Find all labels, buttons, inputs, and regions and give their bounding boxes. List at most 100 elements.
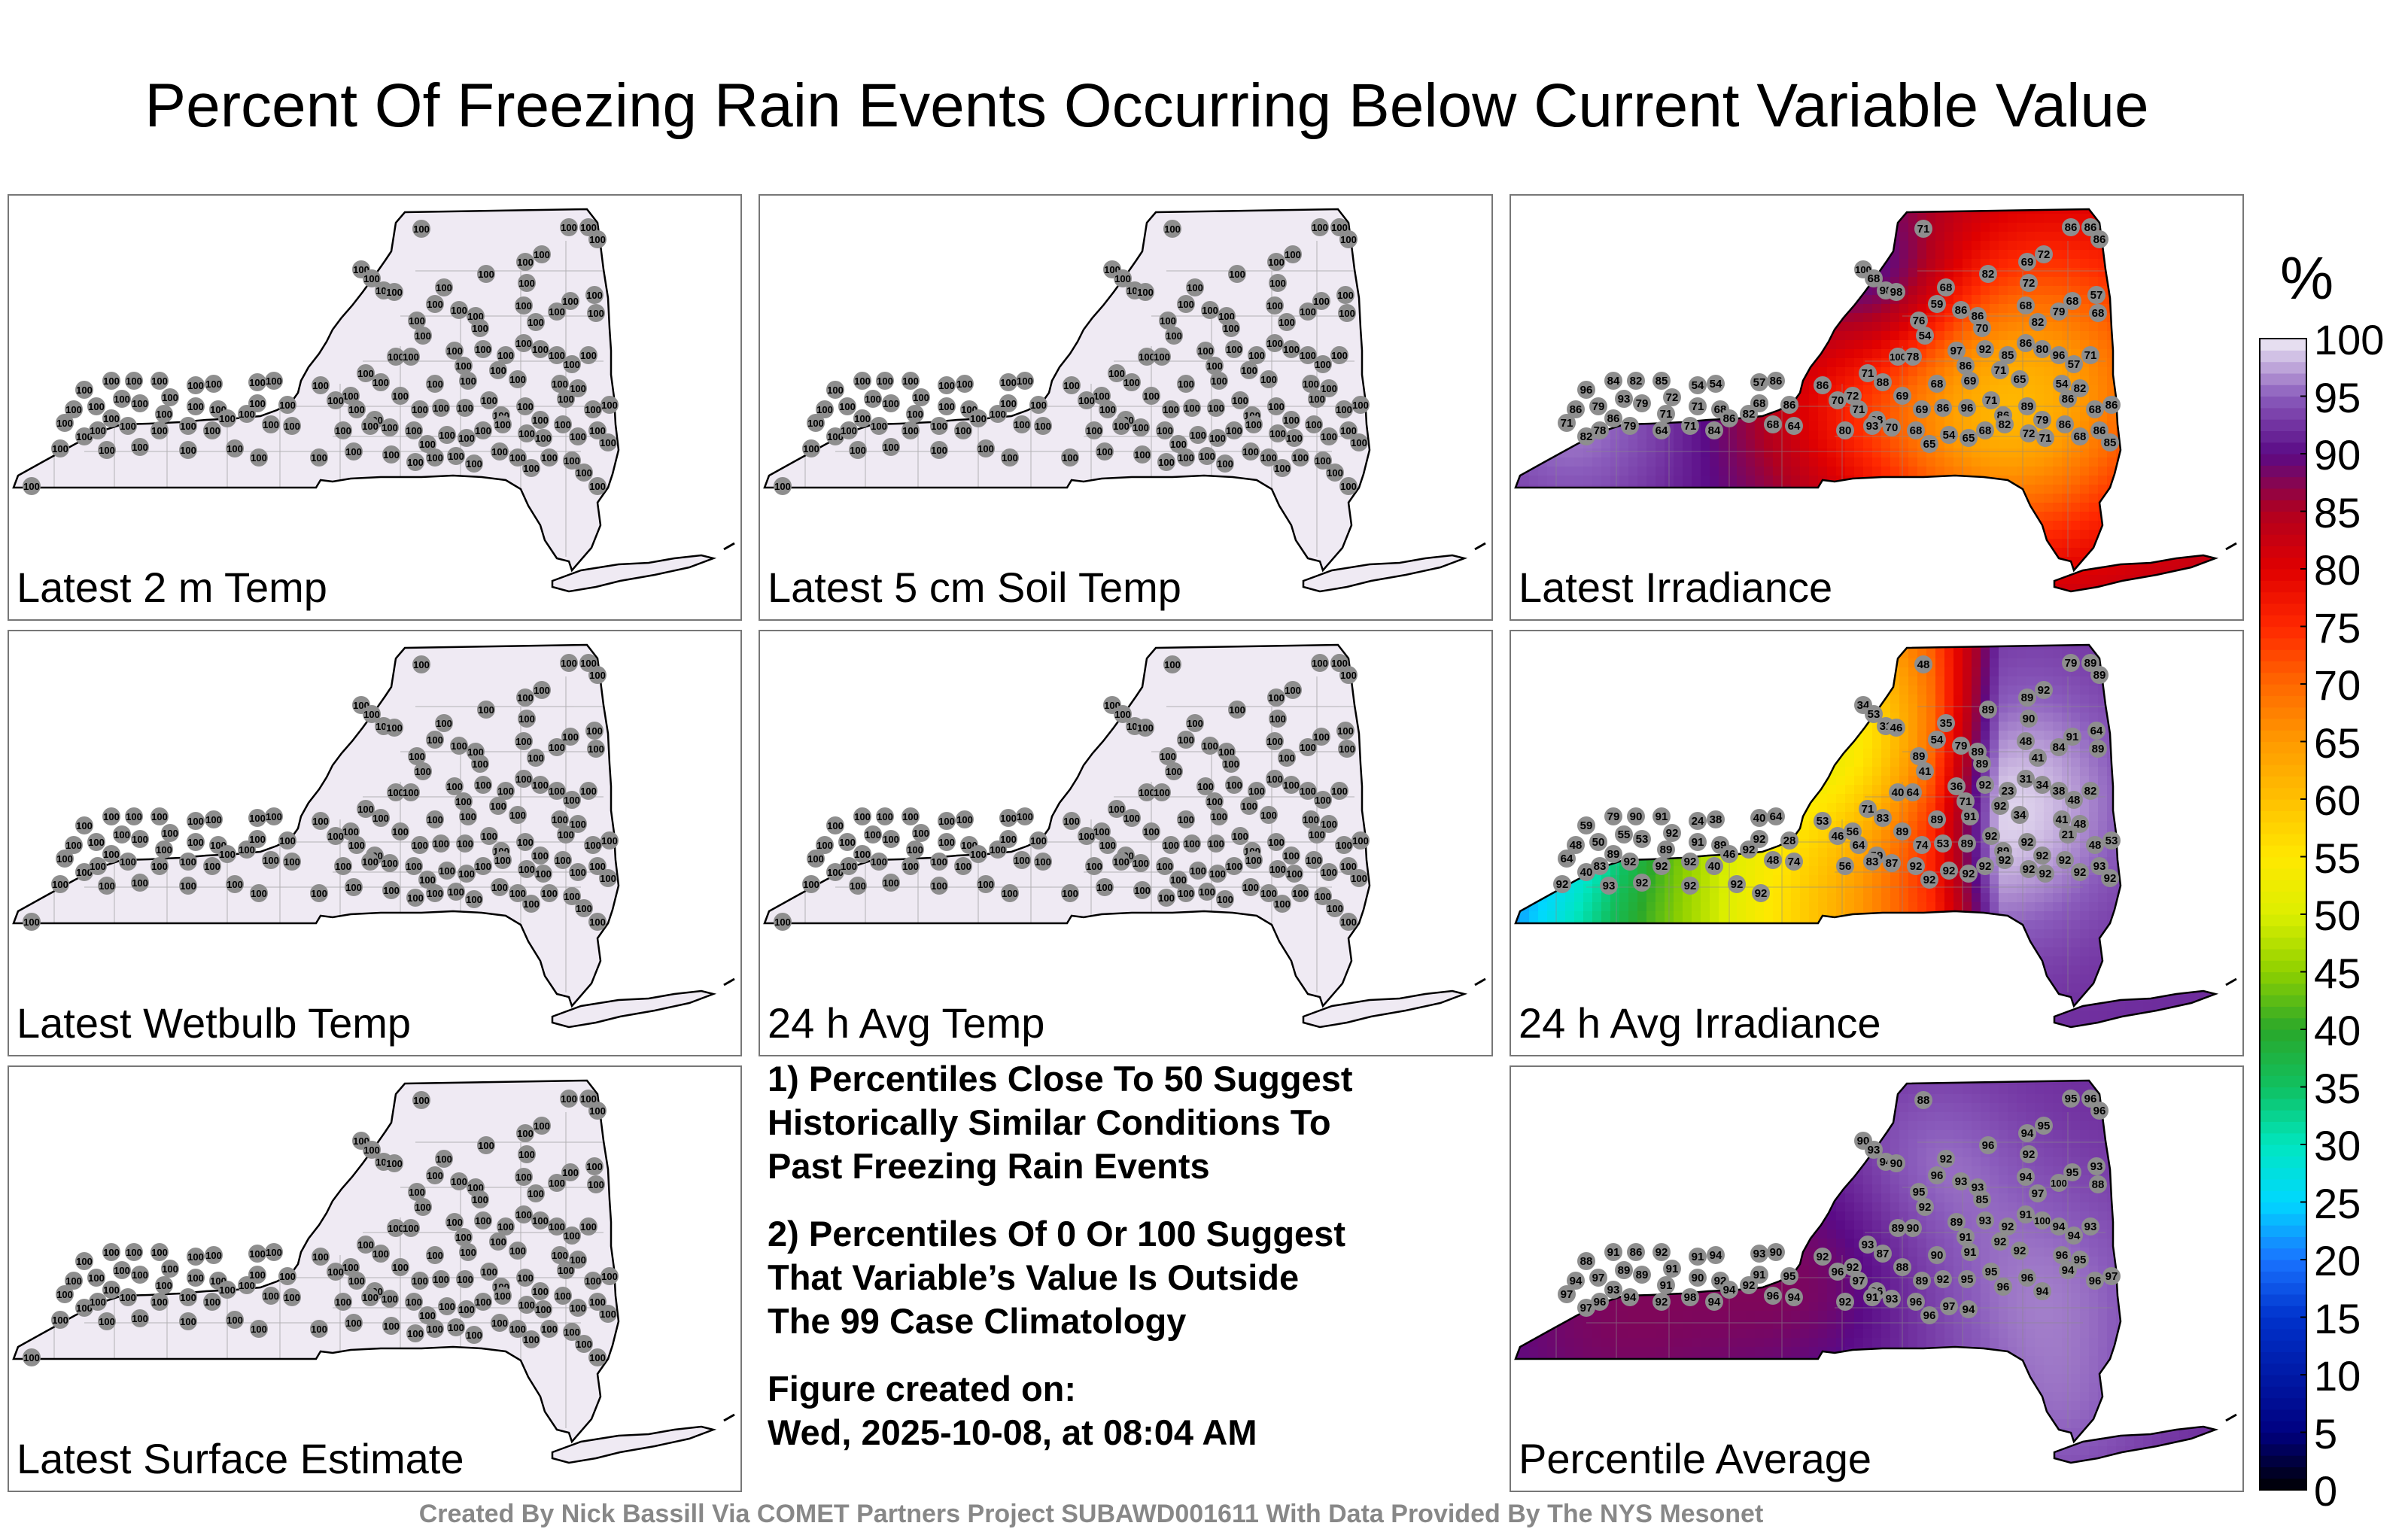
field-cell [1728,376,1738,386]
station-marker [345,878,363,896]
field-cell [2035,331,2045,341]
station-marker [455,792,473,810]
station-marker [1982,391,2000,409]
field-cell [2206,412,2215,422]
station-value: 100 [433,838,449,850]
field-cell [1746,250,1756,260]
field-cell [1935,602,1945,612]
field-cell [1972,503,1981,512]
field-cell [1710,250,1719,260]
field-cell [1574,548,1584,558]
station-marker [1339,421,1358,439]
field-cell [1556,476,1566,485]
field-cell [1646,259,1656,269]
field-cell [1827,539,1837,549]
field-cell [2215,457,2225,467]
field-cell [2134,196,2144,205]
field-cell [2143,349,2153,359]
station-value: 100 [1309,394,1325,405]
field-cell [1773,503,1783,512]
station-marker [56,414,74,432]
station-value: 100 [103,413,120,424]
field-cell [1764,494,1774,503]
field-cell [1935,593,1945,603]
field-cell [2143,241,2153,251]
station-marker [1242,442,1260,460]
field-cell [2233,620,2243,621]
field-cell [2044,268,2054,278]
field-cell [1583,295,1593,305]
field-cell [1619,521,1629,530]
field-cell [1592,485,1602,494]
field-cell [1583,467,1593,476]
field-cell [2170,394,2180,404]
field-cell [2080,530,2090,540]
field-cell [1944,521,1954,530]
station-marker [1273,459,1291,477]
field-cell [1863,557,1873,567]
field-cell [1827,322,1837,332]
station-marker [150,372,169,390]
field-cell [2116,232,2126,242]
field-cell [1764,340,1774,350]
field-cell [1963,241,1972,251]
station-value: 100 [99,880,115,892]
field-cell [1701,349,1710,359]
station-marker [1061,448,1079,467]
field-cell [1538,539,1548,549]
field-cell [1719,209,1728,214]
field-cell [1917,557,1927,567]
field-cell [1737,611,1747,621]
field-cell [1972,566,1981,576]
field-cell [1791,223,1801,233]
field-cell [2170,439,2180,449]
station-marker [1351,396,1370,414]
station-marker [445,777,464,795]
field-cell [1818,313,1828,323]
field-cell [1999,620,2008,621]
field-cell [1800,295,1810,305]
field-cell [2071,331,2081,341]
field-cell [1637,196,1647,205]
field-cell [2179,548,2189,558]
field-cell [1665,512,1674,521]
field-cell [2170,223,2180,233]
field-cell [2134,521,2144,530]
field-cell [1854,602,1864,612]
field-cell [1728,530,1738,540]
station-value: 100 [1002,452,1018,464]
station-value: 71 [2039,432,2052,445]
station-marker [402,348,420,366]
field-cell [1854,539,1864,549]
field-cell [1990,548,1999,558]
field-cell [1674,485,1683,494]
field-cell [1538,340,1548,350]
field-cell [1529,611,1539,621]
field-cell [1574,485,1584,494]
field-cell [2233,322,2243,332]
station-marker [447,883,465,901]
field-cell [1944,223,1954,233]
field-cell [1917,548,1927,558]
field-cell [1953,259,1963,269]
field-cell [2242,485,2244,494]
field-cell [1773,340,1783,350]
field-cell [2134,322,2144,332]
field-cell [1827,196,1837,205]
field-cell [1701,521,1710,530]
station-value: 100 [1199,451,1215,462]
field-cell [1863,611,1873,621]
field-cell [1710,485,1719,494]
field-cell [1674,259,1683,269]
station-marker [1910,312,1928,330]
field-cell [1646,476,1656,485]
station-marker [557,390,575,408]
field-cell [1601,340,1611,350]
field-cell [1845,530,1855,540]
station-value: 100 [1086,425,1102,436]
station-value: 100 [475,425,491,436]
field-cell [2143,259,2153,269]
field-cell [1836,485,1846,494]
field-cell [2125,494,2135,503]
field-cell [1944,322,1954,332]
